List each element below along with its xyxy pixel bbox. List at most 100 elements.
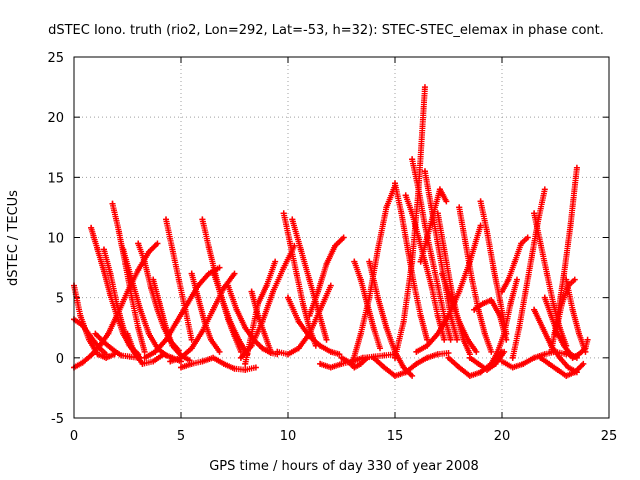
data-point bbox=[565, 364, 572, 371]
data-point bbox=[295, 345, 302, 352]
data-point bbox=[499, 288, 505, 295]
data-point bbox=[443, 198, 450, 205]
data-series bbox=[306, 234, 347, 319]
data-point bbox=[306, 312, 313, 319]
data-point bbox=[100, 246, 107, 253]
data-point bbox=[135, 266, 142, 273]
data-point bbox=[424, 354, 431, 361]
data-point bbox=[466, 354, 473, 361]
data-point bbox=[364, 354, 371, 361]
data-point bbox=[351, 364, 358, 371]
data-point bbox=[109, 346, 116, 353]
data-point bbox=[188, 270, 195, 277]
data-point bbox=[428, 252, 435, 259]
data-point bbox=[377, 345, 384, 352]
data-point bbox=[150, 276, 157, 283]
data-point bbox=[88, 334, 95, 341]
data-point bbox=[434, 312, 441, 319]
data-point bbox=[306, 276, 313, 283]
data-point bbox=[94, 351, 101, 358]
data-point bbox=[332, 242, 339, 249]
data-point bbox=[561, 342, 568, 349]
data-point bbox=[554, 312, 561, 319]
data-point bbox=[473, 348, 480, 355]
data-point bbox=[139, 360, 146, 367]
data-point bbox=[160, 351, 167, 358]
data-point bbox=[462, 240, 469, 247]
data-series bbox=[248, 288, 274, 355]
data-point bbox=[152, 348, 159, 355]
data-point bbox=[580, 360, 587, 367]
data-point bbox=[531, 354, 538, 361]
data-point bbox=[178, 354, 184, 361]
data-point bbox=[242, 324, 249, 331]
data-point bbox=[548, 312, 555, 319]
data-point bbox=[543, 270, 550, 277]
data-series bbox=[477, 198, 510, 337]
data-series bbox=[392, 180, 431, 343]
data-series bbox=[421, 168, 461, 343]
data-point bbox=[248, 330, 255, 337]
data-point bbox=[357, 330, 364, 337]
data-series bbox=[537, 354, 587, 379]
data-point bbox=[477, 369, 484, 376]
data-point bbox=[207, 336, 214, 343]
data-point bbox=[366, 258, 373, 265]
data-point bbox=[235, 336, 242, 343]
data-point bbox=[409, 372, 416, 379]
data-point bbox=[130, 348, 137, 355]
data-point bbox=[115, 228, 122, 235]
data-series bbox=[349, 182, 398, 367]
data-point bbox=[454, 336, 461, 343]
data-point bbox=[447, 294, 454, 301]
data-points bbox=[71, 84, 591, 379]
data-point bbox=[173, 318, 180, 325]
data-point bbox=[274, 348, 281, 355]
data-point bbox=[537, 354, 544, 361]
data-point bbox=[481, 330, 488, 337]
data-point bbox=[398, 210, 405, 217]
data-point bbox=[466, 372, 473, 379]
data-point bbox=[242, 366, 249, 373]
data-point bbox=[169, 246, 176, 253]
y-tick-label: 20 bbox=[47, 111, 64, 126]
data-point bbox=[210, 354, 217, 361]
data-point bbox=[327, 348, 334, 355]
data-point bbox=[135, 240, 142, 247]
data-point bbox=[421, 222, 428, 229]
data-point bbox=[109, 200, 116, 207]
data-point bbox=[225, 282, 232, 289]
data-point bbox=[94, 246, 101, 253]
data-series bbox=[178, 354, 259, 373]
data-point bbox=[293, 270, 300, 277]
data-point bbox=[137, 306, 144, 313]
data-series bbox=[141, 264, 223, 361]
data-point bbox=[357, 276, 364, 283]
data-point bbox=[520, 360, 527, 367]
data-point bbox=[456, 288, 463, 295]
data-point bbox=[563, 348, 570, 355]
data-point bbox=[576, 330, 583, 337]
y-tick-label: 15 bbox=[47, 171, 64, 186]
data-point bbox=[263, 282, 270, 289]
data-point bbox=[421, 168, 428, 175]
data-point bbox=[576, 351, 583, 358]
data-point bbox=[556, 354, 563, 361]
data-point bbox=[511, 258, 518, 265]
data-point bbox=[370, 324, 377, 331]
data-point bbox=[79, 322, 86, 329]
data-point bbox=[184, 300, 191, 307]
data-point bbox=[563, 372, 570, 379]
data-point bbox=[445, 312, 452, 319]
data-point bbox=[546, 360, 553, 367]
data-point bbox=[188, 336, 195, 343]
data-point bbox=[295, 318, 302, 325]
x-tick-label: 20 bbox=[494, 429, 511, 444]
data-point bbox=[317, 306, 324, 313]
data-point bbox=[439, 270, 446, 277]
data-point bbox=[383, 324, 390, 331]
data-point bbox=[402, 192, 409, 199]
data-point bbox=[77, 312, 84, 319]
data-point bbox=[392, 372, 398, 379]
data-point bbox=[100, 339, 107, 346]
